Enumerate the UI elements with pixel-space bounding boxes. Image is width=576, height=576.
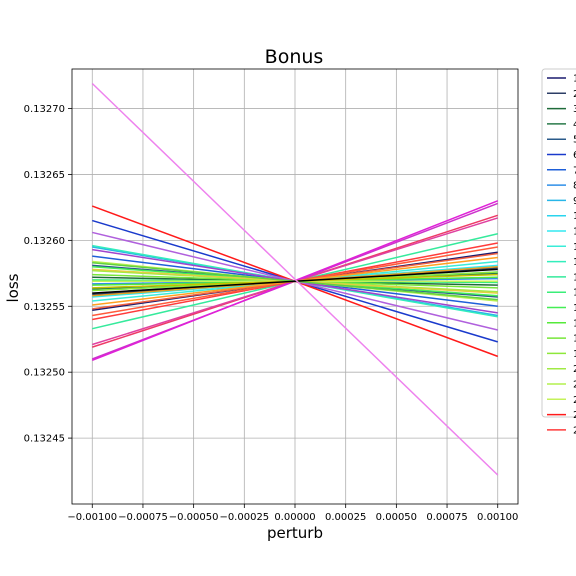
legend-label-6: 6 <box>573 150 576 161</box>
y-tick-label-2: 0.13255 <box>24 302 65 313</box>
y-tick-label-0: 0.13245 <box>24 434 65 445</box>
x-tick-label-5: 0.00025 <box>325 512 366 523</box>
x-tick-label-3: −0.00025 <box>219 512 269 523</box>
legend-label-21: 21 <box>573 380 576 391</box>
chart-title: Bonus <box>265 46 324 68</box>
x-tick-label-2: −0.00050 <box>169 512 219 523</box>
y-tick-label-4: 0.13265 <box>24 170 65 181</box>
series-line-39 <box>91 82 499 476</box>
legend-label-22: 22 <box>573 395 576 406</box>
legend-label-17: 17 <box>573 318 576 329</box>
legend-label-23: 23 <box>573 410 576 421</box>
legend-label-15: 15 <box>573 288 576 299</box>
legend-label-20: 20 <box>573 364 576 375</box>
legend-label-5: 5 <box>573 135 576 146</box>
legend: 123456789101112131415161718192021222324 <box>541 68 576 436</box>
legend-label-7: 7 <box>573 165 576 176</box>
x-tick-label-6: 0.00050 <box>376 512 417 523</box>
legend-label-12: 12 <box>573 242 576 253</box>
x-axis-label: perturb <box>267 524 323 542</box>
legend-label-24: 24 <box>573 425 576 436</box>
y-tick-label-5: 0.13270 <box>24 104 65 115</box>
legend-label-3: 3 <box>573 104 576 115</box>
legend-label-16: 16 <box>573 303 576 314</box>
y-axis-label: loss <box>4 273 22 302</box>
legend-label-19: 19 <box>573 349 576 360</box>
x-tick-label-7: 0.00075 <box>426 512 467 523</box>
legend-label-4: 4 <box>573 119 576 130</box>
plot-area: −0.00100 −0.00075 −0.00050 −0.00025 0.00000 0… <box>24 68 518 523</box>
y-tick-label-1: 0.13250 <box>24 368 65 379</box>
x-tick-label-0: −0.00100 <box>67 512 117 523</box>
x-axis-ticks: −0.00100 −0.00075 −0.00050 −0.00025 0.00000 0… <box>67 504 518 523</box>
legend-label-11: 11 <box>573 227 576 238</box>
legend-label-9: 9 <box>573 196 576 207</box>
y-axis-ticks: 0.13245 0.13250 0.13255 0.13260 0.13265 0.132… <box>24 104 72 445</box>
x-tick-label-1: −0.00075 <box>118 512 168 523</box>
legend-frame <box>541 68 576 418</box>
legend-label-14: 14 <box>573 272 576 283</box>
y-tick-label-3: 0.13260 <box>24 236 65 247</box>
x-tick-label-4: 0.00000 <box>274 512 315 523</box>
legend-label-8: 8 <box>573 181 576 192</box>
legend-label-2: 2 <box>573 89 576 100</box>
x-tick-label-8: 0.00100 <box>477 512 518 523</box>
legend-label-10: 10 <box>573 211 576 222</box>
legend-label-13: 13 <box>573 257 576 268</box>
legend-label-1: 1 <box>573 74 576 85</box>
series-line-38 <box>92 268 498 294</box>
legend-label-18: 18 <box>573 334 576 345</box>
series-lines <box>91 82 499 476</box>
